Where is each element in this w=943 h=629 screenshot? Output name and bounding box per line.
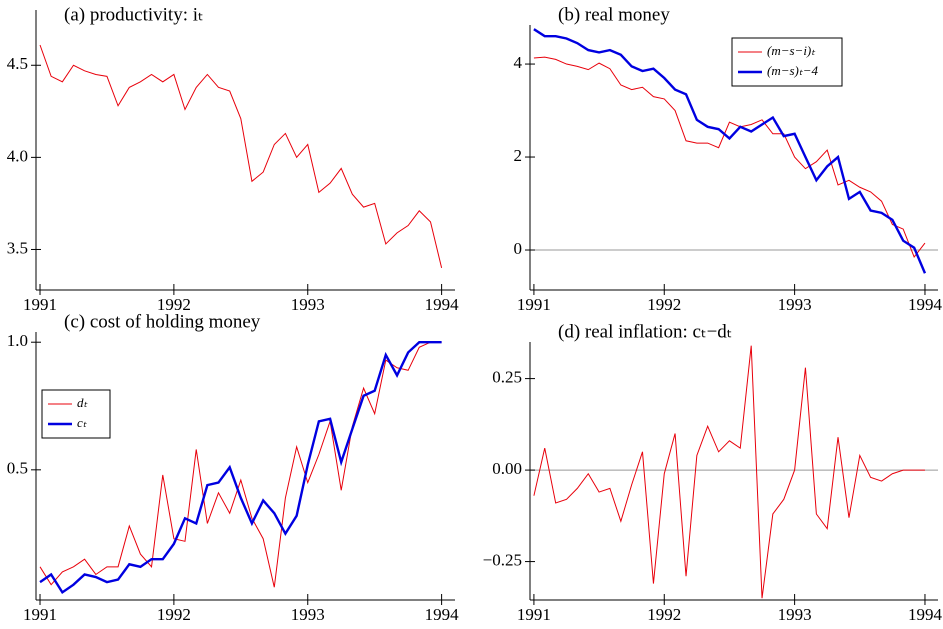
- legend-label: (m−s)ₜ−4: [767, 63, 818, 78]
- legend-label: (m−s−i)ₜ: [767, 43, 816, 58]
- panel-title: (d) real inflation: cₜ−dₜ: [558, 321, 732, 342]
- x-tick-label: 1993: [291, 295, 325, 314]
- x-tick-label: 1992: [157, 295, 191, 314]
- legend-box: [731, 37, 843, 87]
- x-tick-label: 1991: [23, 295, 57, 314]
- x-tick-label: 1993: [291, 605, 325, 624]
- x-tick-label: 1992: [647, 295, 681, 314]
- legend-box: [41, 389, 111, 439]
- series-line: [39, 341, 442, 595]
- x-tick-label: 1994: [908, 605, 943, 624]
- x-tick-label: 1993: [778, 605, 812, 624]
- series-line: [533, 56, 926, 258]
- x-tick-label: 1994: [908, 295, 943, 314]
- legend-label: dₜ: [77, 395, 89, 410]
- panel-title: (c) cost of holding money: [64, 311, 261, 332]
- x-tick-label: 1994: [425, 605, 460, 624]
- y-tick-label: 0: [514, 239, 523, 258]
- panel-title: (b) real money: [558, 4, 670, 25]
- x-tick-label: 1992: [157, 605, 191, 624]
- series-line: [39, 341, 442, 588]
- y-tick-label: 4.5: [7, 54, 28, 73]
- series-line: [39, 44, 443, 269]
- y-tick-label: 3.5: [7, 238, 28, 257]
- x-tick-label: 1991: [23, 605, 57, 624]
- x-tick-label: 1993: [778, 295, 812, 314]
- x-tick-label: 1992: [647, 605, 681, 624]
- y-tick-label: 0.25: [492, 368, 522, 387]
- y-tick-label: 0.00: [492, 459, 522, 478]
- y-tick-label: −0.25: [483, 550, 522, 569]
- y-tick-label: 1.0: [7, 331, 28, 350]
- y-tick-label: 4.0: [7, 146, 28, 165]
- legend-label: cₜ: [77, 415, 88, 430]
- panel-title: (a) productivity: iₜ: [64, 4, 204, 25]
- x-tick-label: 1991: [517, 295, 551, 314]
- y-tick-label: 0.5: [7, 459, 28, 478]
- y-tick-label: 4: [514, 53, 523, 72]
- series-line: [533, 345, 925, 599]
- x-tick-label: 1991: [517, 605, 551, 624]
- x-tick-label: 1994: [425, 295, 460, 314]
- y-tick-label: 2: [514, 146, 523, 165]
- series-line: [533, 28, 927, 274]
